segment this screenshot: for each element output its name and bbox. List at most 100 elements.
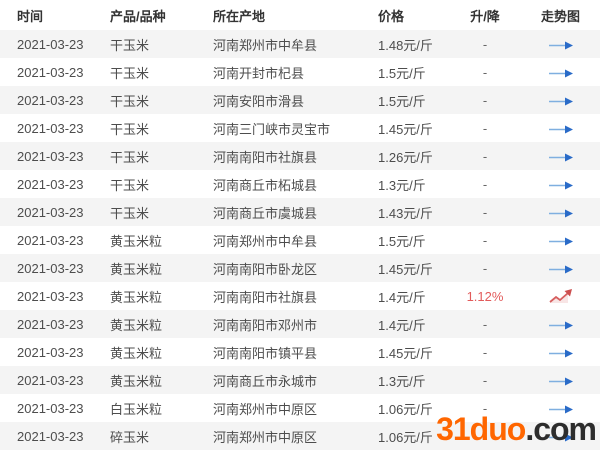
cell-time: 2021-03-23 bbox=[0, 226, 93, 254]
table-row: 2021-03-23 干玉米 河南三门峡市灵宝市 1.45元/斤 - bbox=[0, 114, 600, 142]
cell-time: 2021-03-23 bbox=[0, 338, 93, 366]
right-arrow-icon[interactable] bbox=[548, 236, 574, 247]
cell-change: 1.12% bbox=[449, 282, 521, 310]
cell-time: 2021-03-23 bbox=[0, 254, 93, 282]
cell-time: 2021-03-23 bbox=[0, 310, 93, 338]
cell-trend bbox=[521, 226, 600, 254]
cell-trend bbox=[521, 422, 600, 450]
cell-change: - bbox=[449, 142, 521, 170]
right-arrow-icon[interactable] bbox=[548, 68, 574, 79]
cell-price: 1.5元/斤 bbox=[361, 226, 449, 254]
cell-price: 1.5元/斤 bbox=[361, 86, 449, 114]
right-arrow-icon[interactable] bbox=[548, 348, 574, 359]
cell-change: - bbox=[449, 30, 521, 58]
cell-price: 1.3元/斤 bbox=[361, 170, 449, 198]
cell-change: - bbox=[449, 170, 521, 198]
cell-price: 1.26元/斤 bbox=[361, 142, 449, 170]
table-row: 2021-03-23 黄玉米粒 河南商丘市永城市 1.3元/斤 - bbox=[0, 366, 600, 394]
cell-origin: 河南南阳市镇平县 bbox=[196, 338, 361, 366]
table-row: 2021-03-23 干玉米 河南郑州市中牟县 1.48元/斤 - bbox=[0, 30, 600, 58]
right-arrow-icon[interactable] bbox=[548, 124, 574, 135]
cell-price: 1.3元/斤 bbox=[361, 366, 449, 394]
right-arrow-icon[interactable] bbox=[548, 404, 574, 415]
cell-product: 干玉米 bbox=[93, 170, 196, 198]
right-arrow-icon[interactable] bbox=[548, 40, 574, 51]
column-header-product: 产品/品种 bbox=[93, 0, 196, 30]
right-arrow-icon[interactable] bbox=[548, 320, 574, 331]
column-header-price: 价格 bbox=[361, 0, 449, 30]
cell-trend bbox=[521, 114, 600, 142]
rising-trend-icon[interactable] bbox=[548, 288, 573, 305]
cell-product: 干玉米 bbox=[93, 30, 196, 58]
cell-origin: 河南安阳市滑县 bbox=[196, 86, 361, 114]
cell-change: - bbox=[449, 310, 521, 338]
cell-price: 1.45元/斤 bbox=[361, 254, 449, 282]
table-row: 2021-03-23 黄玉米粒 河南南阳市镇平县 1.45元/斤 - bbox=[0, 338, 600, 366]
cell-price: 1.45元/斤 bbox=[361, 338, 449, 366]
cell-origin: 河南南阳市卧龙区 bbox=[196, 254, 361, 282]
cell-origin: 河南开封市杞县 bbox=[196, 58, 361, 86]
table-row: 2021-03-23 干玉米 河南南阳市社旗县 1.26元/斤 - bbox=[0, 142, 600, 170]
cell-trend bbox=[521, 254, 600, 282]
table-body: 2021-03-23 干玉米 河南郑州市中牟县 1.48元/斤 - 2021-0… bbox=[0, 30, 600, 450]
cell-change: - bbox=[449, 338, 521, 366]
cell-product: 黄玉米粒 bbox=[93, 366, 196, 394]
table-row: 2021-03-23 黄玉米粒 河南南阳市卧龙区 1.45元/斤 - bbox=[0, 254, 600, 282]
table-header: 时间 产品/品种 所在产地 价格 升/降 走势图 bbox=[0, 0, 600, 30]
cell-change: - bbox=[449, 254, 521, 282]
cell-price: 1.06元/斤 bbox=[361, 394, 449, 422]
cell-time: 2021-03-23 bbox=[0, 366, 93, 394]
cell-time: 2021-03-23 bbox=[0, 142, 93, 170]
right-arrow-icon[interactable] bbox=[548, 432, 574, 443]
right-arrow-icon[interactable] bbox=[548, 96, 574, 107]
cell-product: 干玉米 bbox=[93, 142, 196, 170]
cell-price: 1.5元/斤 bbox=[361, 58, 449, 86]
cell-origin: 河南南阳市社旗县 bbox=[196, 282, 361, 310]
right-arrow-icon[interactable] bbox=[548, 264, 574, 275]
cell-change: - bbox=[449, 394, 521, 422]
cell-origin: 河南商丘市柘城县 bbox=[196, 170, 361, 198]
cell-product: 黄玉米粒 bbox=[93, 254, 196, 282]
cell-product: 黄玉米粒 bbox=[93, 338, 196, 366]
column-header-change: 升/降 bbox=[449, 0, 521, 30]
cell-time: 2021-03-23 bbox=[0, 114, 93, 142]
cell-trend bbox=[521, 366, 600, 394]
cell-time: 2021-03-23 bbox=[0, 58, 93, 86]
cell-product: 干玉米 bbox=[93, 86, 196, 114]
cell-time: 2021-03-23 bbox=[0, 86, 93, 114]
cell-trend bbox=[521, 338, 600, 366]
cell-time: 2021-03-23 bbox=[0, 30, 93, 58]
cell-change: - bbox=[449, 58, 521, 86]
cell-origin: 河南南阳市社旗县 bbox=[196, 142, 361, 170]
cell-trend bbox=[521, 282, 600, 310]
table-row: 2021-03-23 碎玉米 河南郑州市中原区 1.06元/斤 - bbox=[0, 422, 600, 450]
cell-time: 2021-03-23 bbox=[0, 198, 93, 226]
cell-trend bbox=[521, 30, 600, 58]
cell-origin: 河南郑州市中牟县 bbox=[196, 226, 361, 254]
cell-origin: 河南南阳市邓州市 bbox=[196, 310, 361, 338]
cell-change: - bbox=[449, 114, 521, 142]
cell-time: 2021-03-23 bbox=[0, 422, 93, 450]
right-arrow-icon[interactable] bbox=[548, 376, 574, 387]
cell-change: - bbox=[449, 86, 521, 114]
right-arrow-icon[interactable] bbox=[548, 180, 574, 191]
cell-product: 干玉米 bbox=[93, 198, 196, 226]
right-arrow-icon[interactable] bbox=[548, 208, 574, 219]
cell-price: 1.4元/斤 bbox=[361, 282, 449, 310]
cell-price: 1.06元/斤 bbox=[361, 422, 449, 450]
cell-product: 碎玉米 bbox=[93, 422, 196, 450]
cell-change: - bbox=[449, 422, 521, 450]
cell-trend bbox=[521, 310, 600, 338]
cell-origin: 河南三门峡市灵宝市 bbox=[196, 114, 361, 142]
cell-trend bbox=[521, 142, 600, 170]
cell-change: - bbox=[449, 198, 521, 226]
cell-product: 黄玉米粒 bbox=[93, 282, 196, 310]
right-arrow-icon[interactable] bbox=[548, 152, 574, 163]
cell-product: 黄玉米粒 bbox=[93, 310, 196, 338]
cell-change: - bbox=[449, 366, 521, 394]
cell-trend bbox=[521, 394, 600, 422]
cell-trend bbox=[521, 170, 600, 198]
cell-change: - bbox=[449, 226, 521, 254]
